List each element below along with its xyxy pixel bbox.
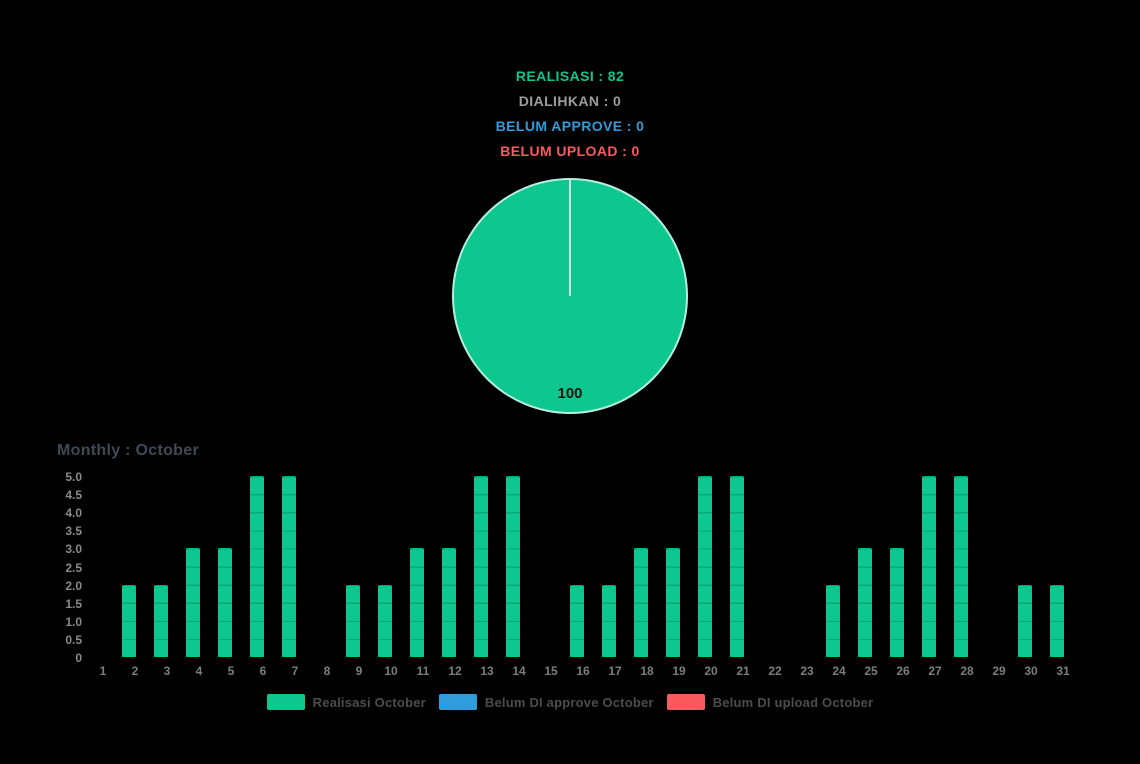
stat-line-2: BELUM APPROVE : 0 [495,118,645,134]
legend-swatch-icon [266,694,305,710]
x-tick-label: 31 [1056,664,1070,678]
stat-line-0: REALISASI : 82 [515,68,625,84]
x-tick-label: 8 [323,664,331,678]
x-tick-label: 27 [928,664,942,678]
bar-day-2 [122,584,136,657]
legend-label: Belum DI approve October [484,694,654,710]
pie-chart: 100 [452,178,688,414]
x-tick-label: 15 [544,664,558,678]
bar-day-12 [442,548,456,657]
x-tick-label: 23 [800,664,814,678]
x-tick-label: 10 [384,664,398,678]
x-tick-label: 22 [768,664,782,678]
x-tick-label: 5 [227,664,235,678]
bar-day-7 [282,476,296,657]
bar-day-17 [602,584,616,657]
x-tick-label: 4 [195,664,203,678]
stat-line-1: DIALIHKAN : 0 [518,93,622,109]
y-tick-label: 3.0 [65,542,82,557]
x-tick-label: 26 [896,664,910,678]
bar-day-11 [410,548,424,657]
bar-day-6 [250,476,264,657]
legend-item-0[interactable]: Realisasi October [266,694,426,710]
x-tick-label: 12 [448,664,462,678]
x-tick-label: 30 [1024,664,1038,678]
x-tick-label: 16 [576,664,590,678]
chart-legend: Realisasi October Belum DI approve Octobe… [0,694,1140,710]
x-tick-label: 6 [259,664,267,678]
bar-day-5 [218,548,232,657]
bar-day-26 [890,548,904,657]
x-tick-label: 25 [864,664,878,678]
bar-day-18 [634,548,648,657]
legend-item-2[interactable]: Belum DI upload October [666,694,874,710]
x-tick-label: 2 [131,664,139,678]
bar-day-27 [922,476,936,657]
bar-day-13 [474,476,488,657]
bar-day-9 [346,584,360,657]
y-tick-label: 1.0 [65,614,82,629]
bar-day-4 [186,548,200,657]
bar-day-3 [154,584,168,657]
bar-day-24 [826,584,840,657]
x-tick-label: 1 [99,664,107,678]
stats-panel: REALISASI : 82 DIALIHKAN : 0 BELUM APPROVE… [0,69,1140,169]
legend-label: Belum DI upload October [712,694,874,710]
legend-swatch-icon [438,694,477,710]
y-tick-label: 1.5 [65,596,82,611]
plot-area [90,476,1090,657]
bar-day-10 [378,584,392,657]
x-tick-label: 9 [355,664,363,678]
bar-day-25 [858,548,872,657]
pie-slice-value-label: 100 [557,385,583,402]
y-tick-label: 4.0 [65,506,82,521]
x-tick-label: 14 [512,664,526,678]
x-tick-label: 21 [736,664,750,678]
bar-day-30 [1018,584,1032,657]
x-tick-label: 18 [640,664,654,678]
x-tick-label: 17 [608,664,622,678]
y-tick-label: 0.5 [65,632,82,647]
y-tick-label: 2.5 [65,560,82,575]
x-tick-label: 20 [704,664,718,678]
x-tick-label: 11 [416,664,430,678]
y-tick-label: 3.5 [65,524,82,539]
pie-slice-divider [569,180,571,296]
bar-chart-title: Monthly : October [57,442,199,459]
y-tick-label: 4.5 [65,488,82,503]
y-tick-label: 0 [75,651,82,665]
legend-label: Realisasi October [312,694,426,710]
bar-day-20 [698,476,712,657]
y-tick-label: 2.0 [65,578,82,593]
bar-day-31 [1050,584,1064,657]
bar-day-14 [506,476,520,657]
x-tick-label: 7 [291,664,299,678]
bar-day-28 [954,476,968,657]
bar-day-21 [730,476,744,657]
bar-day-19 [666,548,680,657]
stat-line-3: BELUM UPLOAD : 0 [500,143,640,159]
x-tick-label: 13 [480,664,494,678]
x-tick-label: 24 [832,664,846,678]
legend-swatch-icon [666,694,705,710]
x-tick-label: 19 [672,664,686,678]
x-tick-label: 28 [960,664,974,678]
bar-day-16 [570,584,584,657]
x-tick-label: 29 [992,664,1006,678]
y-tick-label: 5.0 [65,470,82,484]
legend-item-1[interactable]: Belum DI approve October [438,694,654,710]
x-tick-label: 3 [163,664,171,678]
